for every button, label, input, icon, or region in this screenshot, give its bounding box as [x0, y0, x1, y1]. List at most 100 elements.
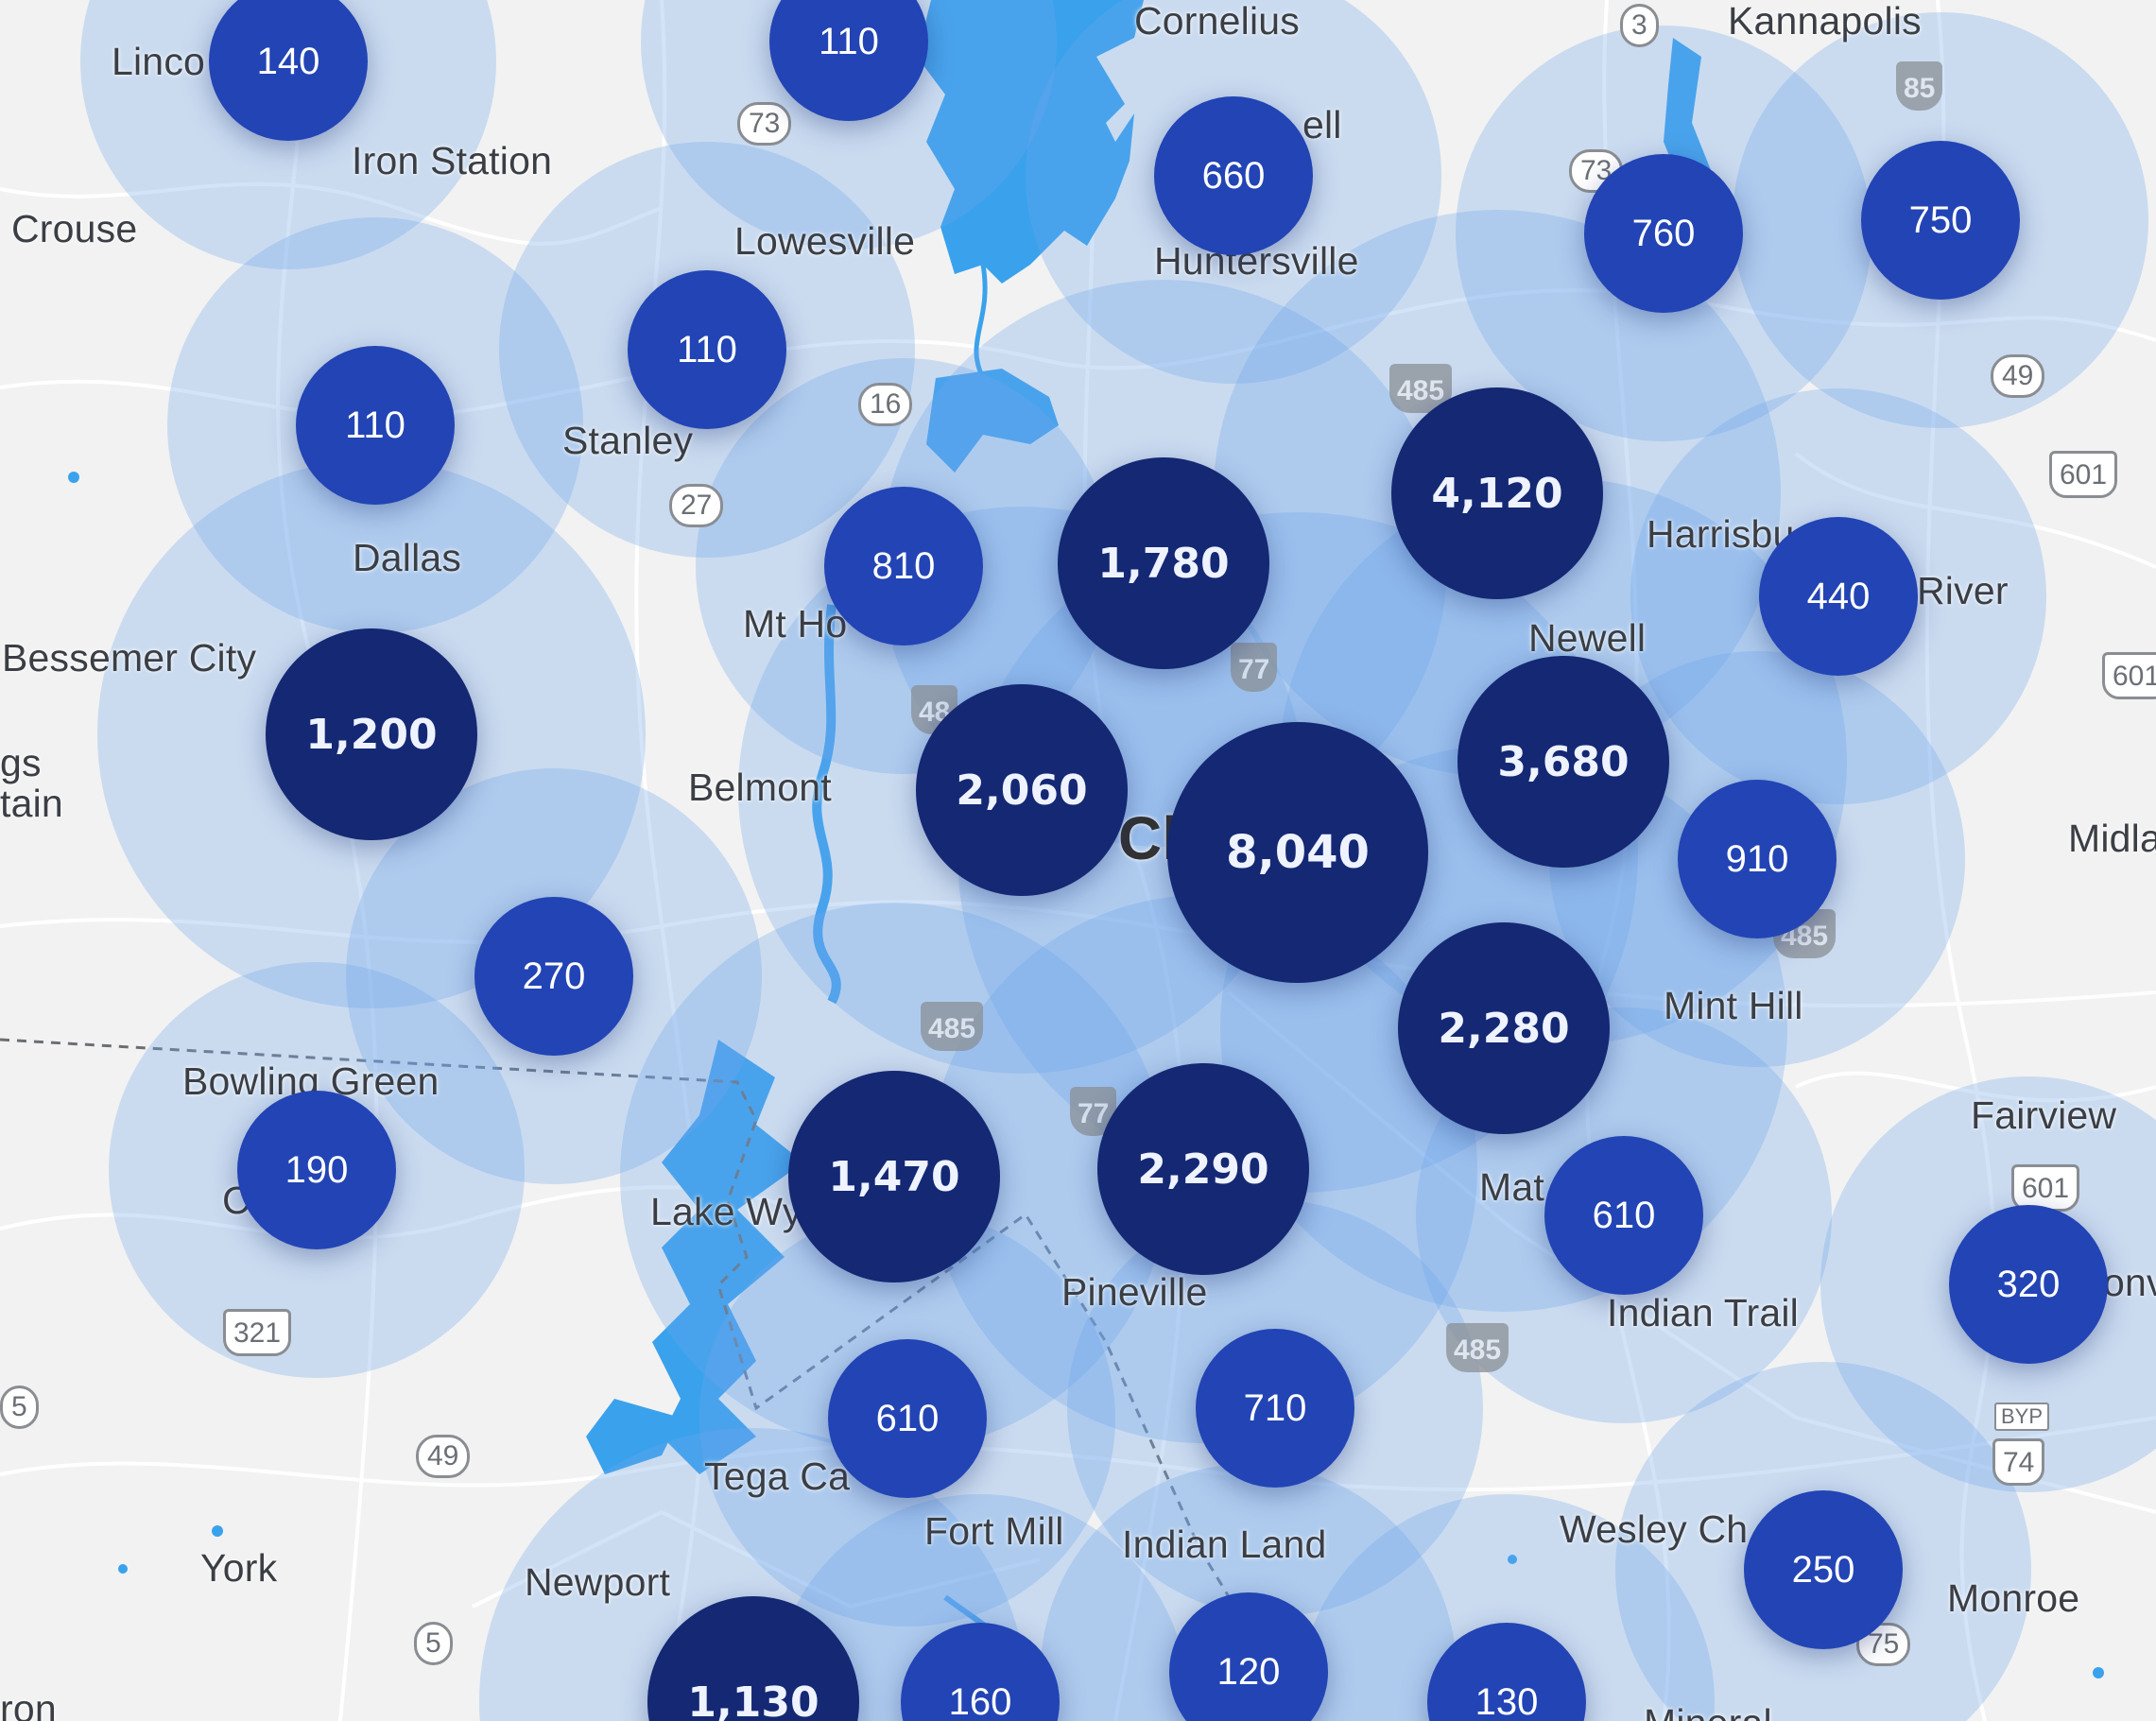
cluster-count: 4,120	[1431, 469, 1563, 518]
cluster-marker[interactable]: 110	[628, 270, 786, 429]
place-label: Wesley Ch	[1560, 1507, 1749, 1551]
cluster-count: 750	[1908, 198, 1973, 241]
cluster-count: 120	[1216, 1650, 1281, 1693]
place-label: Tega Ca	[704, 1454, 851, 1498]
cluster-count: 610	[1592, 1194, 1656, 1236]
cluster-marker[interactable]: 710	[1196, 1329, 1354, 1488]
place-label: Kannapolis	[1728, 0, 1922, 43]
cluster-count: 710	[1243, 1386, 1307, 1429]
cluster-count: 910	[1725, 837, 1789, 880]
state-route-shield-icon: 49	[416, 1435, 471, 1478]
place-label: ron	[0, 1687, 57, 1721]
place-label: Indian Land	[1122, 1523, 1327, 1566]
cluster-count: 110	[819, 20, 879, 62]
state-route-shield-icon: 5	[414, 1622, 453, 1665]
cluster-marker[interactable]: 610	[828, 1339, 987, 1498]
place-label: Monroe	[1947, 1576, 2080, 1620]
mountain-island-lake	[926, 369, 1059, 473]
cluster-count: 2,060	[956, 766, 1088, 815]
state-route-shield-icon: 3	[1620, 4, 1659, 47]
state-route-shield-icon: 27	[669, 484, 724, 527]
cluster-count: 2,280	[1438, 1004, 1570, 1053]
cluster-marker[interactable]: 270	[474, 897, 633, 1056]
cluster-marker[interactable]: 2,060	[916, 684, 1128, 896]
interstate-route-shield-icon: 485	[921, 1002, 984, 1051]
us-route-shield-icon: 601	[2049, 451, 2118, 498]
place-label: onv	[2103, 1261, 2156, 1304]
cluster-marker[interactable]: 8,040	[1167, 722, 1428, 983]
cluster-count: 660	[1201, 154, 1266, 197]
cluster-marker[interactable]: 3,680	[1457, 656, 1669, 868]
state-route-shield-icon: 73	[737, 102, 792, 146]
cluster-marker[interactable]: 810	[824, 487, 983, 645]
byp-route-shield-icon: BYP	[1994, 1403, 2050, 1431]
cluster-marker[interactable]: 1,470	[788, 1071, 1000, 1282]
place-label: Iron Station	[352, 139, 553, 182]
place-label: Dallas	[353, 536, 462, 579]
cluster-marker[interactable]: 1,200	[266, 628, 477, 840]
us-route-shield-icon: 321	[223, 1309, 292, 1356]
cluster-marker[interactable]: 120	[1169, 1592, 1328, 1721]
us-route-shield-icon: 601	[2102, 652, 2156, 699]
cluster-count: 440	[1806, 575, 1871, 617]
cluster-marker[interactable]: 190	[237, 1091, 396, 1249]
interstate-route-shield-icon: 485	[1446, 1323, 1509, 1372]
cluster-marker[interactable]: 610	[1544, 1136, 1703, 1295]
place-label: River	[1917, 569, 2009, 612]
cluster-marker[interactable]: 110	[296, 346, 455, 505]
place-label: Fort Mill	[924, 1509, 1064, 1553]
place-label: Belmont	[688, 766, 832, 809]
cluster-count: 250	[1791, 1548, 1855, 1591]
cluster-count: 760	[1631, 212, 1696, 254]
place-label: gs	[0, 741, 42, 784]
state-border	[0, 1038, 1306, 1721]
place-label: Mint Hill	[1664, 984, 1803, 1027]
place-label: Fairview	[1971, 1093, 2117, 1137]
interstate-route-shield-icon: 85	[1896, 61, 1943, 111]
interstate-route-shield-icon: 77	[1070, 1087, 1117, 1136]
cluster-count: 140	[256, 40, 320, 82]
cluster-count: 2,290	[1137, 1144, 1269, 1194]
cluster-count: 8,040	[1226, 826, 1370, 879]
state-route-shield-icon: 49	[1991, 354, 2045, 398]
cluster-marker[interactable]: 2,280	[1398, 922, 1610, 1134]
cluster-marker[interactable]: 750	[1861, 141, 2020, 300]
cluster-count: 3,680	[1497, 737, 1630, 786]
place-label: tain	[0, 782, 63, 825]
state-route-shield-icon: 5	[0, 1385, 39, 1429]
water-bodies	[68, 0, 2104, 1694]
place-label: Lowesville	[734, 219, 916, 263]
cluster-count: 130	[1475, 1680, 1539, 1721]
lake-wylie	[652, 1040, 803, 1474]
cluster-count: 160	[948, 1680, 1012, 1721]
cluster-marker[interactable]: 760	[1584, 154, 1743, 313]
state-route-shield-icon: 16	[858, 383, 913, 426]
cluster-marker[interactable]: 2,290	[1097, 1063, 1309, 1275]
catawba-river-mid	[812, 604, 841, 1005]
place-label: Harrisbu	[1647, 512, 1795, 556]
place-label: Newport	[525, 1560, 671, 1604]
cluster-marker[interactable]: 110	[769, 0, 928, 121]
cluster-marker[interactable]: 4,120	[1391, 387, 1603, 599]
cluster-count: 610	[875, 1397, 940, 1439]
cluster-marker[interactable]: 250	[1744, 1490, 1903, 1649]
cluster-count: 110	[345, 404, 405, 446]
cluster-count: 1,130	[687, 1678, 819, 1721]
cluster-count: 810	[871, 544, 936, 587]
place-label: Mt Ho	[743, 602, 848, 645]
cluster-count: 1,470	[828, 1152, 960, 1201]
cluster-marker[interactable]: 140	[209, 0, 368, 141]
cluster-marker[interactable]: 440	[1759, 517, 1918, 676]
us-route-shield-icon: 74	[1992, 1438, 2045, 1486]
cluster-count: 270	[522, 955, 586, 997]
cluster-marker[interactable]: 1,780	[1058, 457, 1269, 669]
place-label: ell	[1302, 103, 1342, 146]
cluster-marker[interactable]: 910	[1678, 780, 1837, 938]
cluster-marker[interactable]: 660	[1154, 96, 1313, 255]
place-label: Crouse	[11, 207, 138, 250]
cluster-count: 1,780	[1097, 539, 1230, 588]
place-label: Bessemer City	[2, 636, 257, 680]
cluster-marker[interactable]: 320	[1949, 1205, 2108, 1364]
place-label: Newell	[1528, 616, 1647, 660]
